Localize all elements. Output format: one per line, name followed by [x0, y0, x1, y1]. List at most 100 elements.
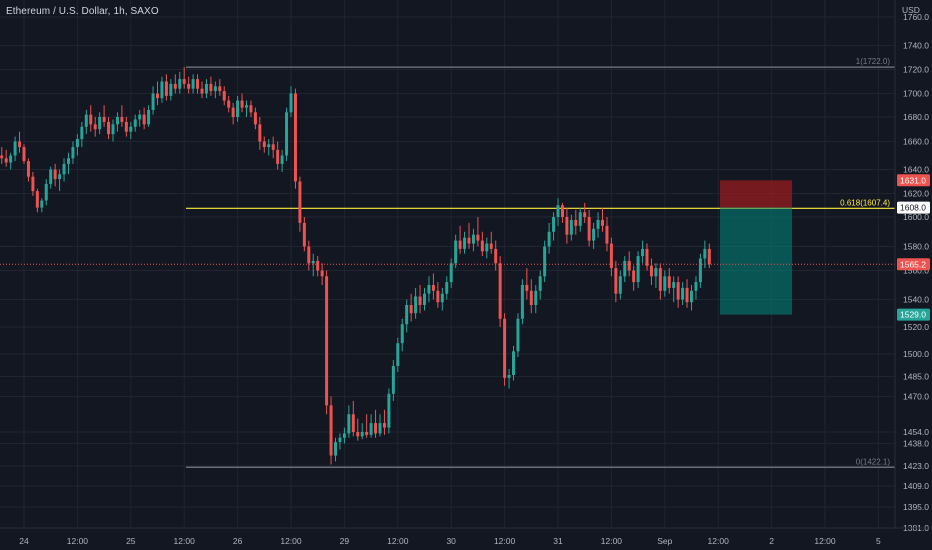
take-profit-zone [719, 207, 793, 315]
candle-down [574, 219, 578, 226]
time-tick-label: 12:00 [494, 536, 516, 546]
candle-down [587, 217, 591, 241]
candle-up [391, 366, 395, 394]
currency-label: USD [902, 5, 920, 15]
candle-up [71, 147, 75, 159]
time-axis[interactable]: 24 12:00 25 12:00 26 12:00 29 12:00 30 12:00 31 12:… [0, 527, 932, 546]
candle-up [13, 141, 17, 156]
candle-up [285, 112, 289, 156]
candle-down [107, 121, 111, 135]
candle-up [342, 433, 346, 438]
candle-down [605, 225, 609, 244]
candle-down [325, 276, 329, 406]
price-tick-label: 1660.0 [903, 137, 929, 147]
candle-down [89, 114, 93, 125]
candle-up [681, 287, 685, 300]
price-axis-tag-text: 1608.0 [900, 203, 926, 213]
candle-up [115, 117, 119, 125]
candle-up [84, 114, 88, 127]
candle-up [9, 155, 13, 163]
candle-down [31, 176, 35, 192]
candle-up [67, 158, 70, 164]
price-axis[interactable]: 1760.0 1740.0 1720.0 1700.0 1680.0 1660.0 1640… [894, 0, 929, 533]
price-axis-tag-text: 1631.0 [900, 175, 926, 185]
price-tick-label: 1470.0 [903, 392, 929, 402]
candle-down [609, 243, 613, 269]
candle-down [173, 83, 177, 89]
time-tick-label: 12:00 [708, 536, 730, 546]
candle-down [627, 260, 631, 271]
candle-down [124, 121, 128, 132]
candle-up [129, 126, 133, 132]
stop-loss-zone [719, 180, 793, 208]
candle-up [516, 318, 520, 352]
fib-retracement[interactable]: 1(1722.0) 0.618(1607.4) 0(1422.1) [185, 57, 895, 468]
candle-down [409, 305, 413, 314]
candle-up [160, 81, 164, 99]
candle-up [138, 114, 142, 120]
candle-down [365, 432, 369, 435]
candle-down [196, 79, 200, 89]
candle-up [111, 124, 115, 135]
candle-up [387, 393, 391, 428]
candle-down [4, 158, 8, 163]
candle-down [467, 237, 471, 244]
candle-down [316, 260, 320, 271]
candle-up [427, 285, 431, 294]
candle-down [374, 423, 378, 434]
candle-down [685, 287, 689, 303]
time-tick-label: 12:00 [814, 536, 836, 546]
time-tick-label: 25 [126, 536, 136, 546]
candle-down [614, 268, 618, 294]
candle-up [534, 290, 538, 305]
candle-up [690, 290, 693, 303]
candle-up [236, 100, 240, 117]
price-axis-tag [897, 308, 930, 321]
price-tick-label: 1620.0 [903, 189, 929, 199]
candle-up [703, 248, 707, 259]
candle-down [218, 86, 222, 92]
price-tick-label: 1560.0 [903, 266, 929, 276]
candle-up [378, 423, 382, 434]
candle-down [200, 88, 204, 94]
candle-up [641, 248, 645, 257]
candle-up [44, 183, 48, 201]
candle-down [382, 423, 386, 428]
price-axis-tag-text: 1529.0 [900, 310, 926, 320]
price-tick-label: 1500.0 [903, 349, 929, 359]
candle-up [672, 282, 676, 288]
candle-up [596, 219, 600, 229]
candle-up [636, 256, 640, 283]
candle-down [262, 141, 266, 148]
time-tick-label: 5 [876, 536, 881, 546]
time-tick-label: 24 [19, 536, 29, 546]
candle-down [302, 222, 306, 247]
candle-up [400, 324, 404, 344]
time-tick-label: 12:00 [280, 536, 302, 546]
time-tick-label: 12:00 [67, 536, 89, 546]
symbol-title: Ethereum / U.S. Dollar, 1h, SAXO [6, 6, 159, 17]
candle-up [133, 119, 137, 127]
short-position-tool[interactable] [719, 180, 793, 315]
candle-up [512, 351, 515, 375]
time-tick-label: 30 [446, 536, 456, 546]
candle-up [289, 93, 293, 113]
candle-down [240, 100, 244, 108]
candle-down [258, 124, 262, 142]
candle-up [414, 296, 418, 314]
fib-level-label: 0.618(1607.4) [840, 198, 890, 207]
candle-down [120, 117, 124, 122]
price-tick-label: 1438.0 [903, 439, 929, 449]
candle-up [623, 260, 627, 277]
price-tick-label: 1680.0 [903, 112, 929, 122]
candle-down [476, 234, 480, 241]
price-axis-tag [897, 201, 930, 214]
candle-down [436, 290, 440, 303]
candle-up [423, 293, 426, 305]
candle-up [654, 268, 658, 277]
candle-up [338, 437, 342, 443]
candle-down [676, 282, 680, 300]
candle-down [480, 240, 484, 252]
candle-up [618, 276, 622, 294]
